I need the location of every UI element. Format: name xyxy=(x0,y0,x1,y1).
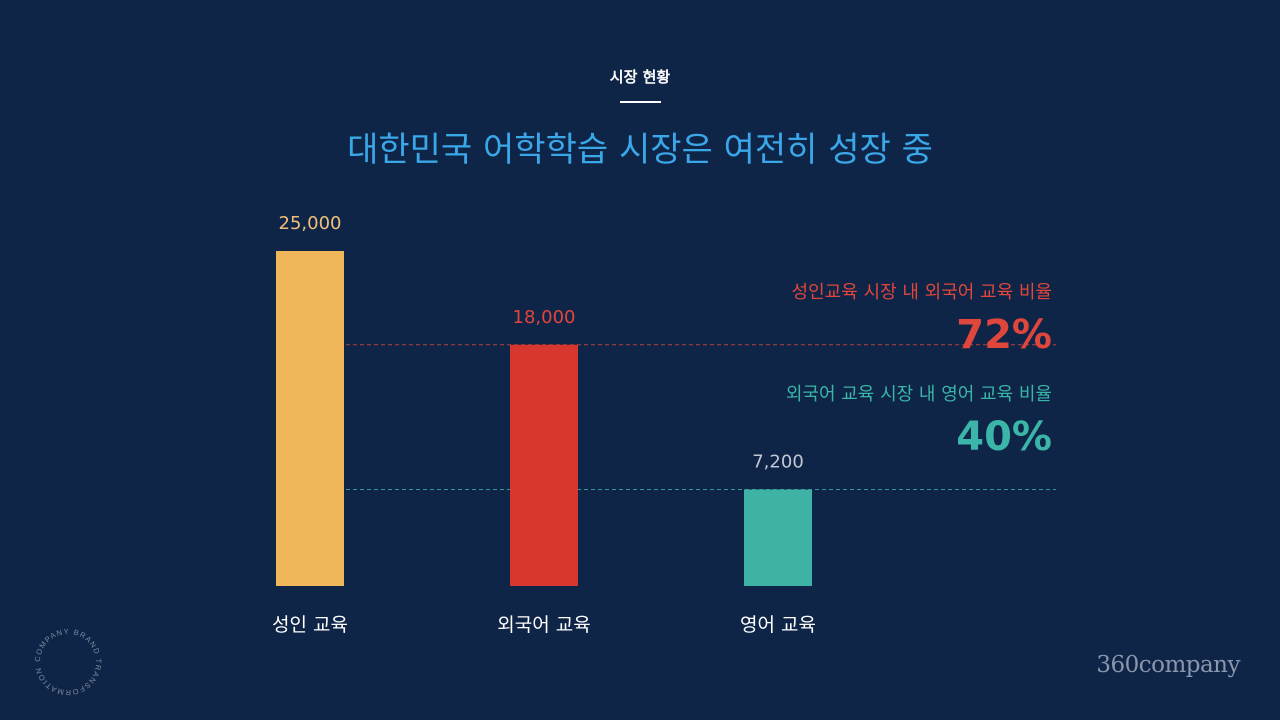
category-label-3: 영어 교육 xyxy=(740,614,816,636)
category-label-1: 성인 교육 xyxy=(272,614,348,636)
brand-logo: 360company xyxy=(1096,652,1240,678)
annotation-label-1: 성인교육 시장 내 외국어 교육 비율 xyxy=(791,282,1052,303)
brand-ring-logo: COMPANY BRAND TRANSFORMATION xyxy=(33,627,103,697)
page-title: 대한민국 어학학습 시장은 여전히 성장 중 xyxy=(347,130,933,170)
svg-text:COMPANY BRAND TRANSFORMATION: COMPANY BRAND TRANSFORMATION xyxy=(33,627,103,697)
bar-1 xyxy=(276,251,344,586)
annotation-value-1: 72% xyxy=(956,312,1052,358)
annotation-value-2: 40% xyxy=(956,414,1052,460)
category-label-2: 외국어 교육 xyxy=(497,614,590,636)
bar-2 xyxy=(510,344,578,586)
section-underline xyxy=(620,101,661,103)
section-label: 시장 현황 xyxy=(609,68,671,86)
annotation-label-2: 외국어 교육 시장 내 영어 교육 비율 xyxy=(785,384,1052,405)
data-label-2: 18,000 xyxy=(513,307,576,328)
data-label-3: 7,200 xyxy=(752,452,804,473)
bar-3 xyxy=(744,489,812,586)
brand-ring-text: COMPANY BRAND TRANSFORMATION xyxy=(33,627,102,697)
data-label-1: 25,000 xyxy=(279,213,342,234)
